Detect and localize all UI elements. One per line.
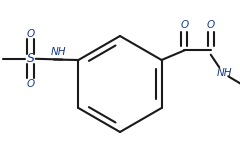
Text: O: O xyxy=(26,79,35,89)
Text: S: S xyxy=(26,52,34,65)
Text: NH: NH xyxy=(216,68,232,78)
Text: O: O xyxy=(180,20,188,30)
Text: NH: NH xyxy=(50,47,66,57)
Text: O: O xyxy=(207,20,215,30)
Text: O: O xyxy=(26,29,35,39)
